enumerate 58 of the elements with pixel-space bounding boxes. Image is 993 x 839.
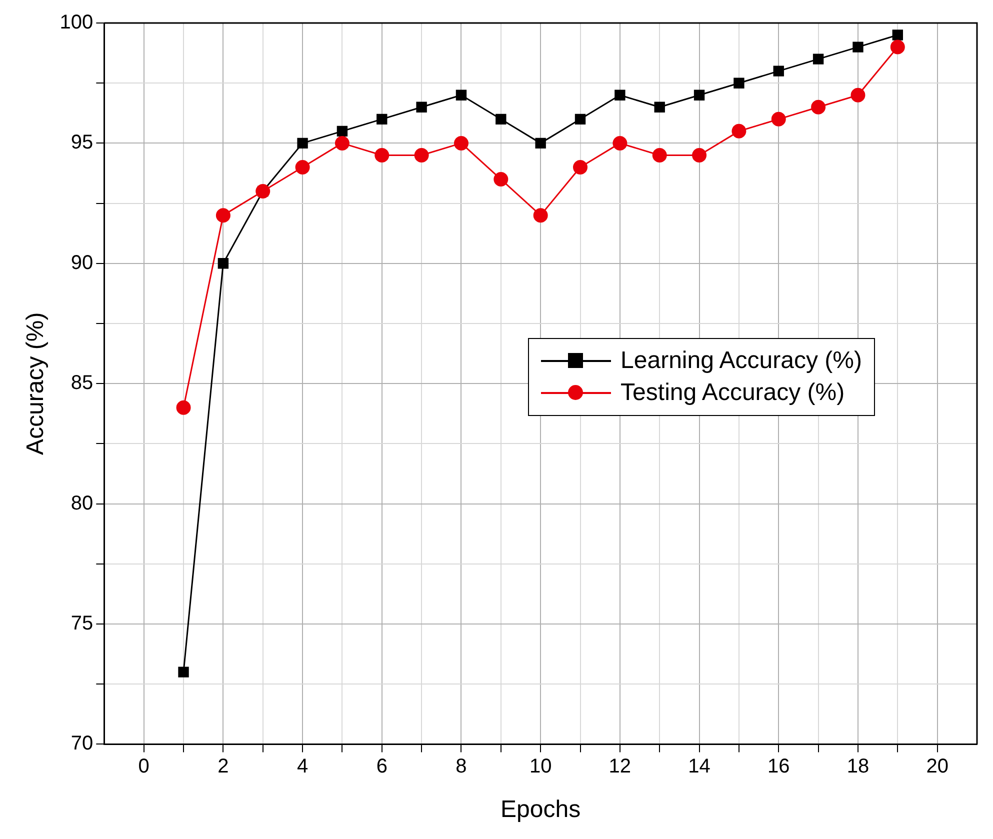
point (494, 172, 508, 187)
x-tick-label: 0 (138, 756, 150, 778)
y-tick-label: 70 (70, 732, 94, 755)
x-tick-label: 2 (218, 756, 229, 778)
point (456, 90, 467, 100)
y-tick-label: 90 (70, 252, 94, 274)
point (654, 102, 665, 112)
point (496, 114, 506, 125)
point (178, 666, 189, 678)
x-tick-label: 12 (608, 756, 632, 778)
y-tick-label: 85 (70, 372, 94, 394)
point (612, 136, 628, 150)
point (374, 148, 390, 162)
point (890, 40, 905, 54)
x-tick-label: 8 (456, 756, 467, 778)
point (416, 102, 427, 112)
point (892, 30, 903, 40)
point (376, 114, 388, 125)
point (297, 138, 308, 149)
point (773, 66, 784, 76)
point (295, 160, 310, 174)
point (573, 160, 588, 174)
point (694, 90, 705, 100)
x-tick-label: 14 (688, 756, 710, 778)
point (811, 100, 826, 114)
point (652, 148, 667, 162)
x-tick-label: 6 (376, 756, 388, 778)
x-tick-label: 4 (296, 756, 308, 778)
point (574, 114, 586, 125)
point (812, 54, 824, 64)
point (414, 148, 429, 162)
x-tick-label: 18 (846, 756, 870, 778)
point (850, 88, 866, 102)
point (176, 400, 191, 415)
x-tick-label: 10 (529, 756, 552, 778)
point (216, 208, 230, 223)
point (334, 136, 350, 150)
point (692, 148, 707, 162)
point (533, 208, 548, 223)
x-tick-label: 20 (926, 756, 948, 778)
x-axis-title: Epochs (500, 796, 581, 824)
legend-label: Testing Accuracy (%) (620, 379, 845, 407)
legend-label: Learning Accuracy (%) (620, 347, 862, 375)
point (614, 90, 626, 100)
point (454, 136, 468, 150)
y-tick-label: 75 (70, 612, 94, 635)
y-tick-label: 80 (70, 492, 94, 514)
x-tick-label: 16 (768, 756, 790, 778)
y-tick-label: 100 (60, 12, 94, 34)
point (336, 126, 348, 137)
point (218, 258, 229, 269)
point (734, 78, 744, 88)
point (535, 138, 546, 149)
y-tick-label: 95 (70, 132, 94, 154)
point (852, 42, 864, 52)
point (771, 112, 786, 126)
y-axis-title: Accuracy (%) (22, 312, 50, 455)
point (732, 124, 746, 138)
